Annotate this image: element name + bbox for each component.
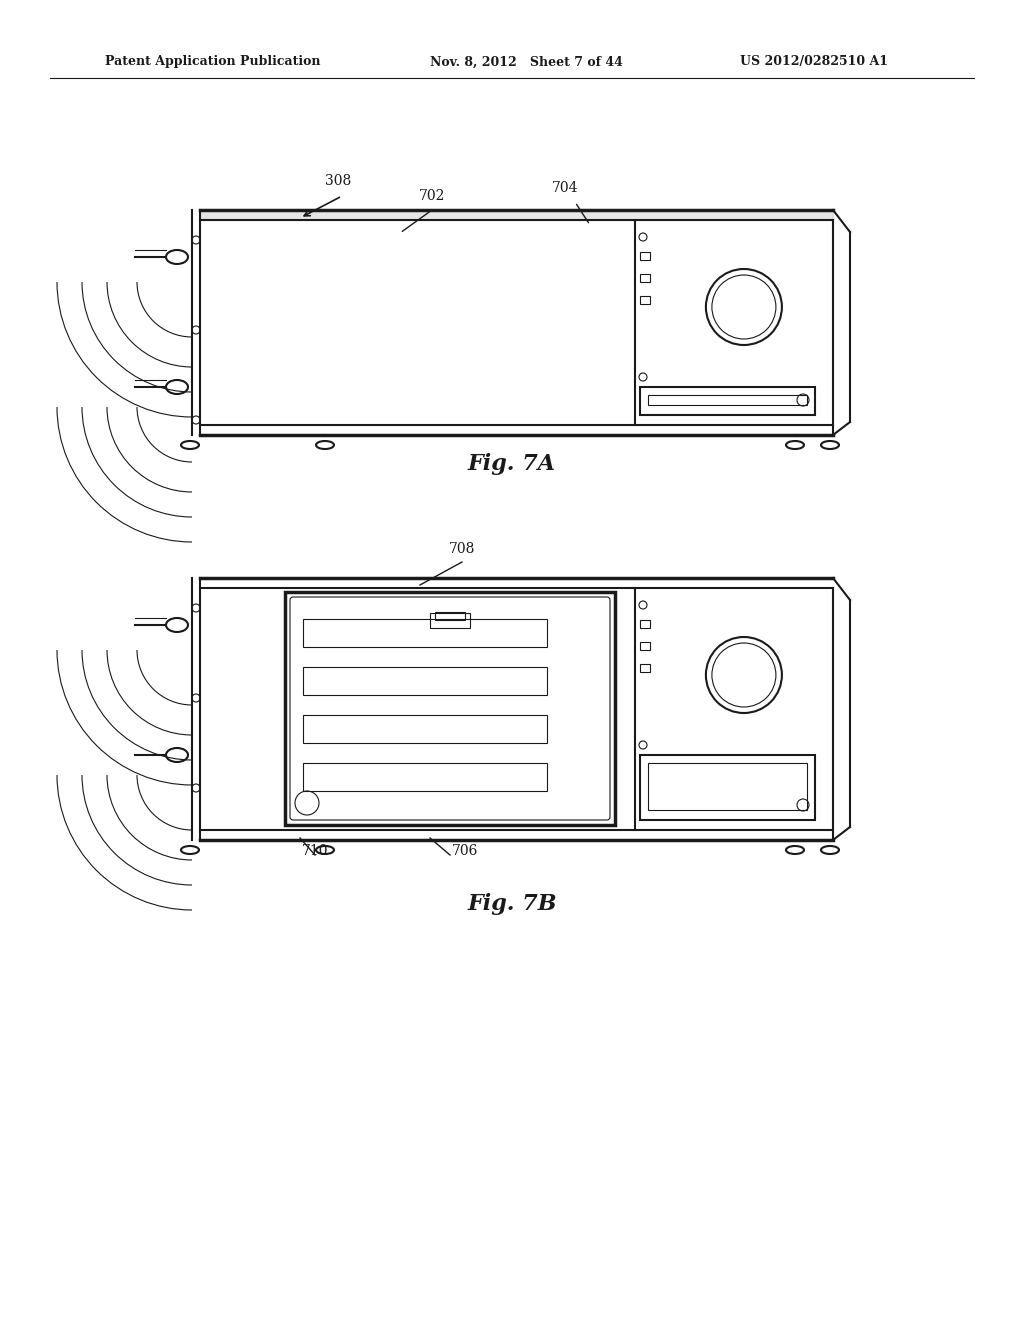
Bar (640, 642, 650, 649)
Bar (430, 612, 470, 628)
Bar (303, 667, 547, 696)
Text: Nov. 8, 2012   Sheet 7 of 44: Nov. 8, 2012 Sheet 7 of 44 (430, 55, 623, 69)
Text: 706: 706 (452, 843, 478, 858)
Text: 702: 702 (419, 189, 445, 203)
Text: US 2012/0282510 A1: US 2012/0282510 A1 (740, 55, 888, 69)
Bar (640, 387, 815, 414)
Bar (303, 715, 547, 743)
Bar (640, 664, 650, 672)
Bar (285, 591, 615, 825)
Text: 704: 704 (552, 181, 579, 195)
Bar (435, 612, 465, 620)
Text: Fig. 7B: Fig. 7B (467, 894, 557, 915)
Bar (648, 763, 807, 810)
Bar (648, 395, 807, 405)
Text: Fig. 7A: Fig. 7A (468, 453, 556, 475)
Bar (303, 763, 547, 791)
Text: Patent Application Publication: Patent Application Publication (105, 55, 321, 69)
Bar (640, 275, 650, 282)
Bar (640, 755, 815, 820)
Bar (303, 619, 547, 647)
Bar (640, 296, 650, 304)
Text: 710: 710 (302, 843, 329, 858)
Text: 308: 308 (325, 174, 351, 187)
Text: 708: 708 (449, 543, 475, 556)
Bar (640, 252, 650, 260)
Bar (640, 620, 650, 628)
